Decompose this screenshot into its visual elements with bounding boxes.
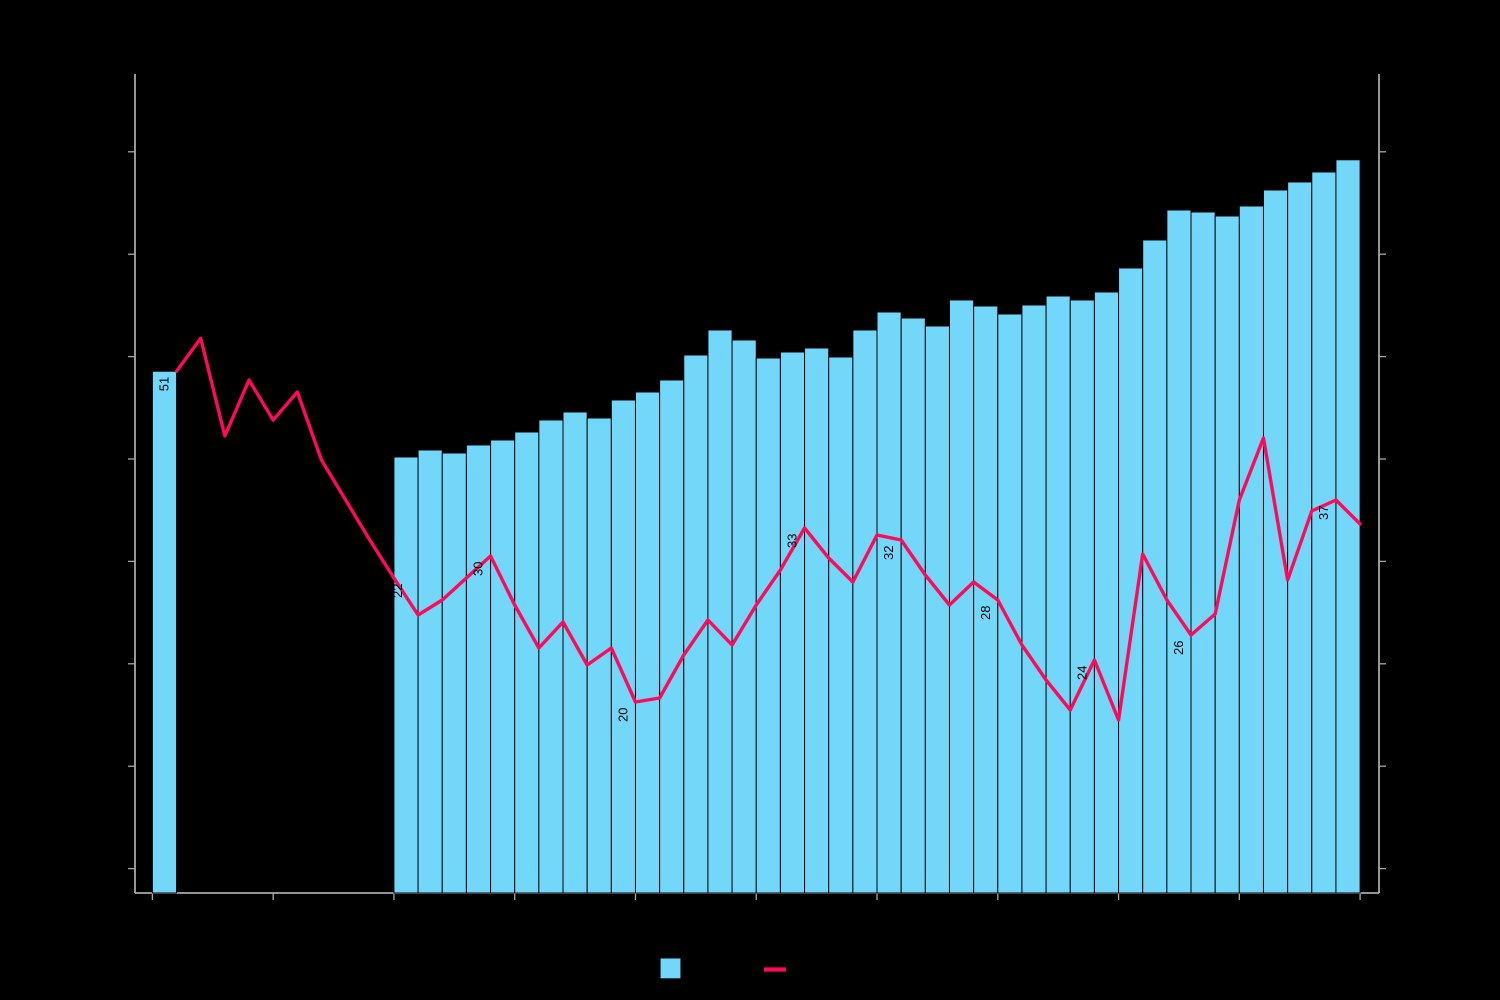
svg-text:32: 32 (881, 546, 896, 560)
svg-text:26: 26 (1171, 641, 1186, 655)
svg-text:51: 51 (157, 377, 172, 391)
svg-text:30: 30 (471, 562, 486, 576)
svg-text:33: 33 (785, 534, 800, 548)
svg-text:28: 28 (978, 606, 993, 620)
svg-text:20: 20 (615, 708, 630, 722)
svg-text:24: 24 (1074, 666, 1089, 680)
svg-text:22: 22 (390, 584, 405, 598)
svg-text:37: 37 (1316, 506, 1331, 520)
